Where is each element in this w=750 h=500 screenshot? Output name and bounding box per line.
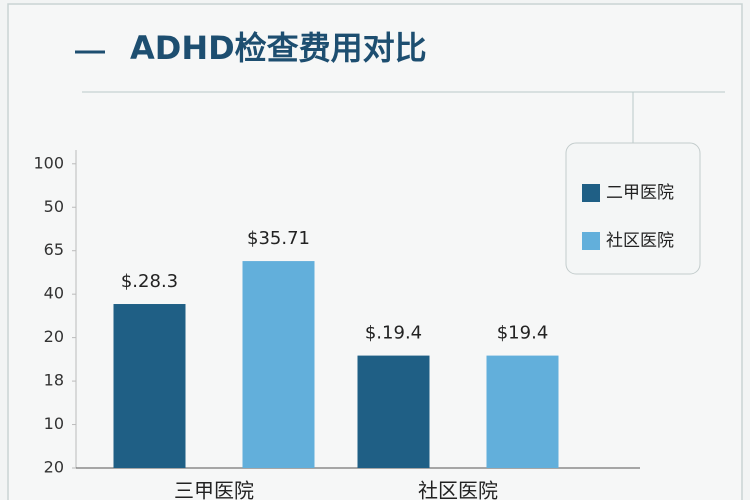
legend-label: 二甲医院: [606, 183, 674, 203]
x-tick-label: 社区医院: [418, 479, 498, 500]
bar: [242, 261, 315, 468]
value-label: $.19.4: [365, 323, 422, 344]
legend-swatch: [582, 232, 600, 250]
y-tick-label: 18: [44, 371, 64, 390]
y-tick-label: 20: [44, 458, 64, 477]
value-label: $35.71: [247, 228, 310, 249]
x-tick-label: 三甲医院: [174, 479, 254, 500]
chart-title: ADHD检查费用对比: [130, 29, 427, 67]
bar: [486, 355, 559, 468]
y-tick-label: 40: [44, 284, 64, 303]
y-tick-label: 10: [44, 414, 64, 433]
y-tick-label: 50: [44, 197, 64, 216]
legend-label: 社区医院: [606, 231, 674, 251]
bar: [113, 304, 186, 468]
value-label: $19.4: [497, 323, 549, 344]
legend-box: [565, 142, 701, 275]
y-tick-label: 65: [44, 240, 64, 259]
y-tick-label: 100: [33, 153, 64, 172]
y-tick-label: 20: [44, 327, 64, 346]
bar: [357, 355, 430, 468]
value-label: $.28.3: [121, 271, 178, 292]
legend-swatch: [582, 184, 600, 202]
